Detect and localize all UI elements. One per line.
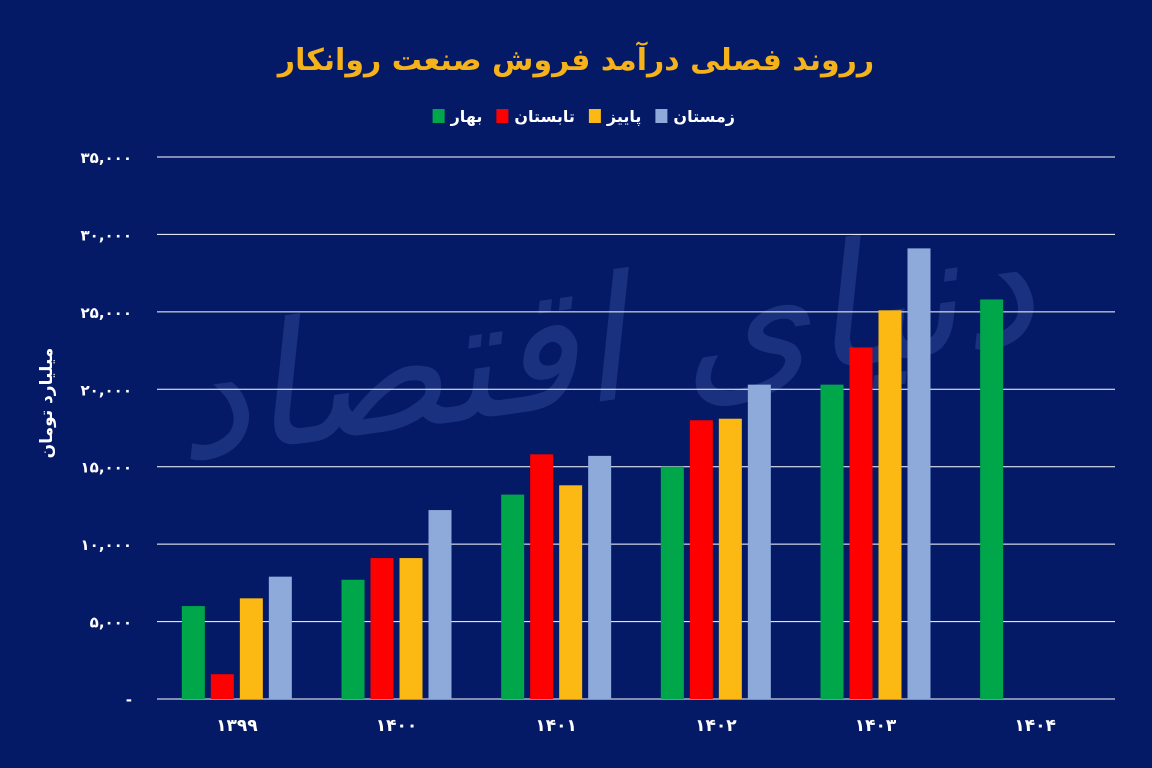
bar-4-3: [588, 455, 612, 699]
x-axis-ticks: ۱۳۹۹ ۱۴۰۰ ۱۴۰۱ ۱۴۰۲ ۱۴۰۳ ۱۴۰۴: [216, 716, 1056, 736]
bar-2-2: [370, 558, 394, 699]
legend-swatch: [655, 109, 668, 123]
bar-3-2: [399, 558, 423, 699]
legend-swatch: [496, 109, 509, 123]
y-tick-label: ۵,۰۰۰: [90, 614, 132, 632]
bar-3-4: [718, 418, 742, 699]
legend-item: پاییز: [588, 107, 642, 127]
legend-label: تابستان: [514, 107, 575, 126]
legend: زمستان پاییز تابستان بهار: [432, 107, 735, 127]
bar-1-4: [660, 466, 684, 699]
bar-1-3: [501, 494, 525, 699]
legend-label: پاییز: [606, 107, 642, 127]
x-tick-label: ۱۴۰۳: [855, 716, 897, 736]
y-tick-label: ۳۰,۰۰۰: [81, 226, 132, 244]
x-tick-label: ۱۴۰۰: [376, 716, 418, 736]
y-tick-label: ۲۵,۰۰۰: [81, 304, 132, 322]
bar-3-1: [239, 598, 263, 699]
legend-label: زمستان: [673, 107, 735, 126]
legend-swatch: [432, 109, 445, 123]
y-axis-ticks: - ۵,۰۰۰ ۱۰,۰۰۰ ۱۵,۰۰۰ ۲۰,۰۰۰ ۲۵,۰۰۰ ۳۰,۰۰۰ ۳۵,۰…: [81, 149, 132, 709]
bar-1-2: [341, 579, 365, 699]
x-tick-label: ۱۴۰۲: [695, 716, 737, 736]
legend-item: تابستان: [496, 107, 575, 126]
bar-1-5: [820, 384, 844, 699]
legend-label: بهار: [450, 107, 483, 126]
bar-4-1: [268, 576, 292, 699]
bars: [181, 248, 1004, 699]
bar-2-1: [210, 674, 234, 699]
bar-4-5: [907, 248, 931, 699]
x-tick-label: ۱۳۹۹: [216, 716, 258, 736]
x-tick-label: ۱۴۰۱: [535, 716, 577, 736]
y-tick-label: ۱۰,۰۰۰: [81, 536, 132, 554]
x-tick-label: ۱۴۰۴: [1014, 716, 1056, 736]
legend-swatch: [588, 109, 601, 123]
y-tick-label: ۳۵,۰۰۰: [81, 149, 132, 167]
bar-1-6: [980, 299, 1004, 699]
legend-item: زمستان: [655, 107, 735, 126]
bar-3-5: [878, 310, 902, 699]
legend-item: بهار: [432, 107, 483, 126]
bar-2-5: [849, 347, 873, 699]
y-tick-label: ۱۵,۰۰۰: [81, 459, 132, 477]
bar-2-4: [689, 420, 713, 699]
bar-2-3: [530, 454, 554, 699]
chart-title: رروند فصلی درآمد فروش صنعت روانکار: [276, 41, 874, 78]
bar-4-4: [747, 384, 771, 699]
bar-3-3: [559, 485, 583, 699]
y-axis-label: میلیارد تومان: [37, 348, 57, 459]
y-tick-label: ۲۰,۰۰۰: [81, 381, 132, 399]
bar-4-2: [428, 510, 452, 699]
bar-1-1: [181, 606, 205, 699]
gridlines: [157, 156, 1115, 700]
y-tick-label: -: [126, 691, 132, 709]
